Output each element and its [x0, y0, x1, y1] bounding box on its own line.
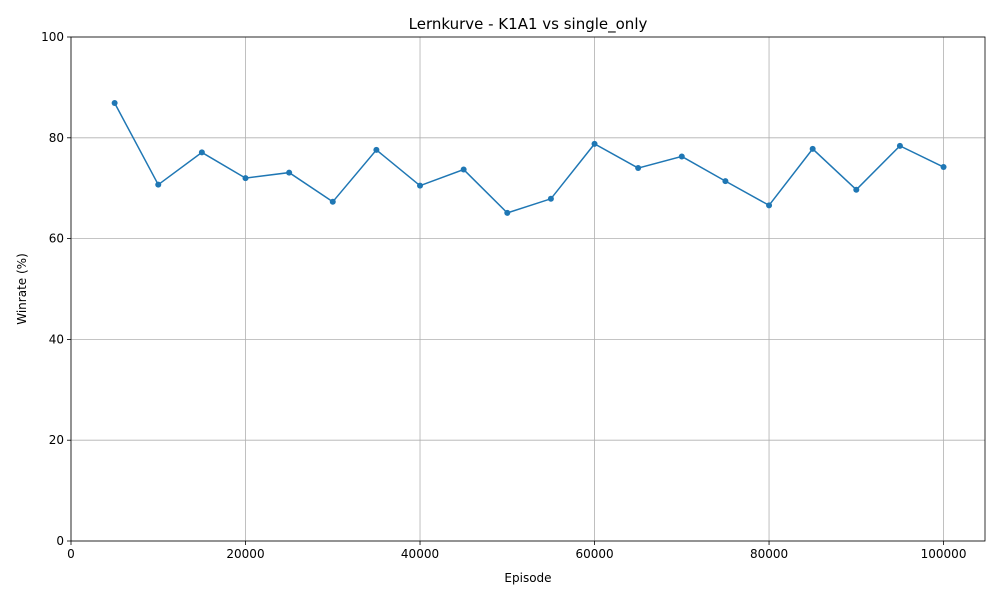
- y-tick-label: 80: [49, 131, 64, 145]
- data-point: [853, 186, 860, 193]
- data-point: [460, 166, 467, 173]
- y-tick-label: 0: [56, 534, 64, 548]
- chart-title: Lernkurve - K1A1 vs single_only: [409, 15, 648, 34]
- data-point: [896, 142, 903, 149]
- y-axis-title: Winrate (%): [15, 253, 29, 325]
- series-line: [113, 102, 944, 214]
- data-point: [286, 169, 293, 176]
- x-tick-label: 20000: [226, 547, 264, 561]
- x-tick-label: 0: [67, 547, 75, 561]
- data-point: [504, 209, 511, 216]
- x-tick-label: 100000: [921, 547, 967, 561]
- data-point: [373, 146, 380, 153]
- x-axis-title: Episode: [504, 571, 551, 585]
- data-point: [547, 195, 554, 202]
- x-tick-label: 80000: [750, 547, 788, 561]
- data-point: [242, 175, 249, 182]
- data-point: [809, 145, 816, 152]
- data-point: [591, 140, 598, 147]
- data-point: [417, 182, 424, 189]
- data-point: [766, 202, 773, 209]
- data-point: [635, 165, 642, 172]
- data-point: [722, 178, 729, 185]
- series-winrate: [111, 100, 947, 216]
- grid-lines: [70, 36, 985, 542]
- data-point: [329, 198, 336, 205]
- data-point: [155, 181, 162, 188]
- y-tick-label: 100: [41, 30, 64, 44]
- data-point: [678, 153, 685, 160]
- data-point: [111, 100, 118, 107]
- x-tick-label: 60000: [575, 547, 613, 561]
- data-point: [940, 164, 947, 171]
- axis-ticks: 0 20000 40000 60000 80000 100000 0 20 40 60 80 100: [41, 30, 966, 561]
- y-tick-label: 40: [49, 332, 64, 346]
- y-tick-label: 20: [49, 433, 64, 447]
- x-tick-label: 40000: [401, 547, 439, 561]
- y-tick-label: 60: [49, 232, 64, 246]
- plot-frame: [70, 36, 986, 542]
- data-point: [198, 149, 205, 156]
